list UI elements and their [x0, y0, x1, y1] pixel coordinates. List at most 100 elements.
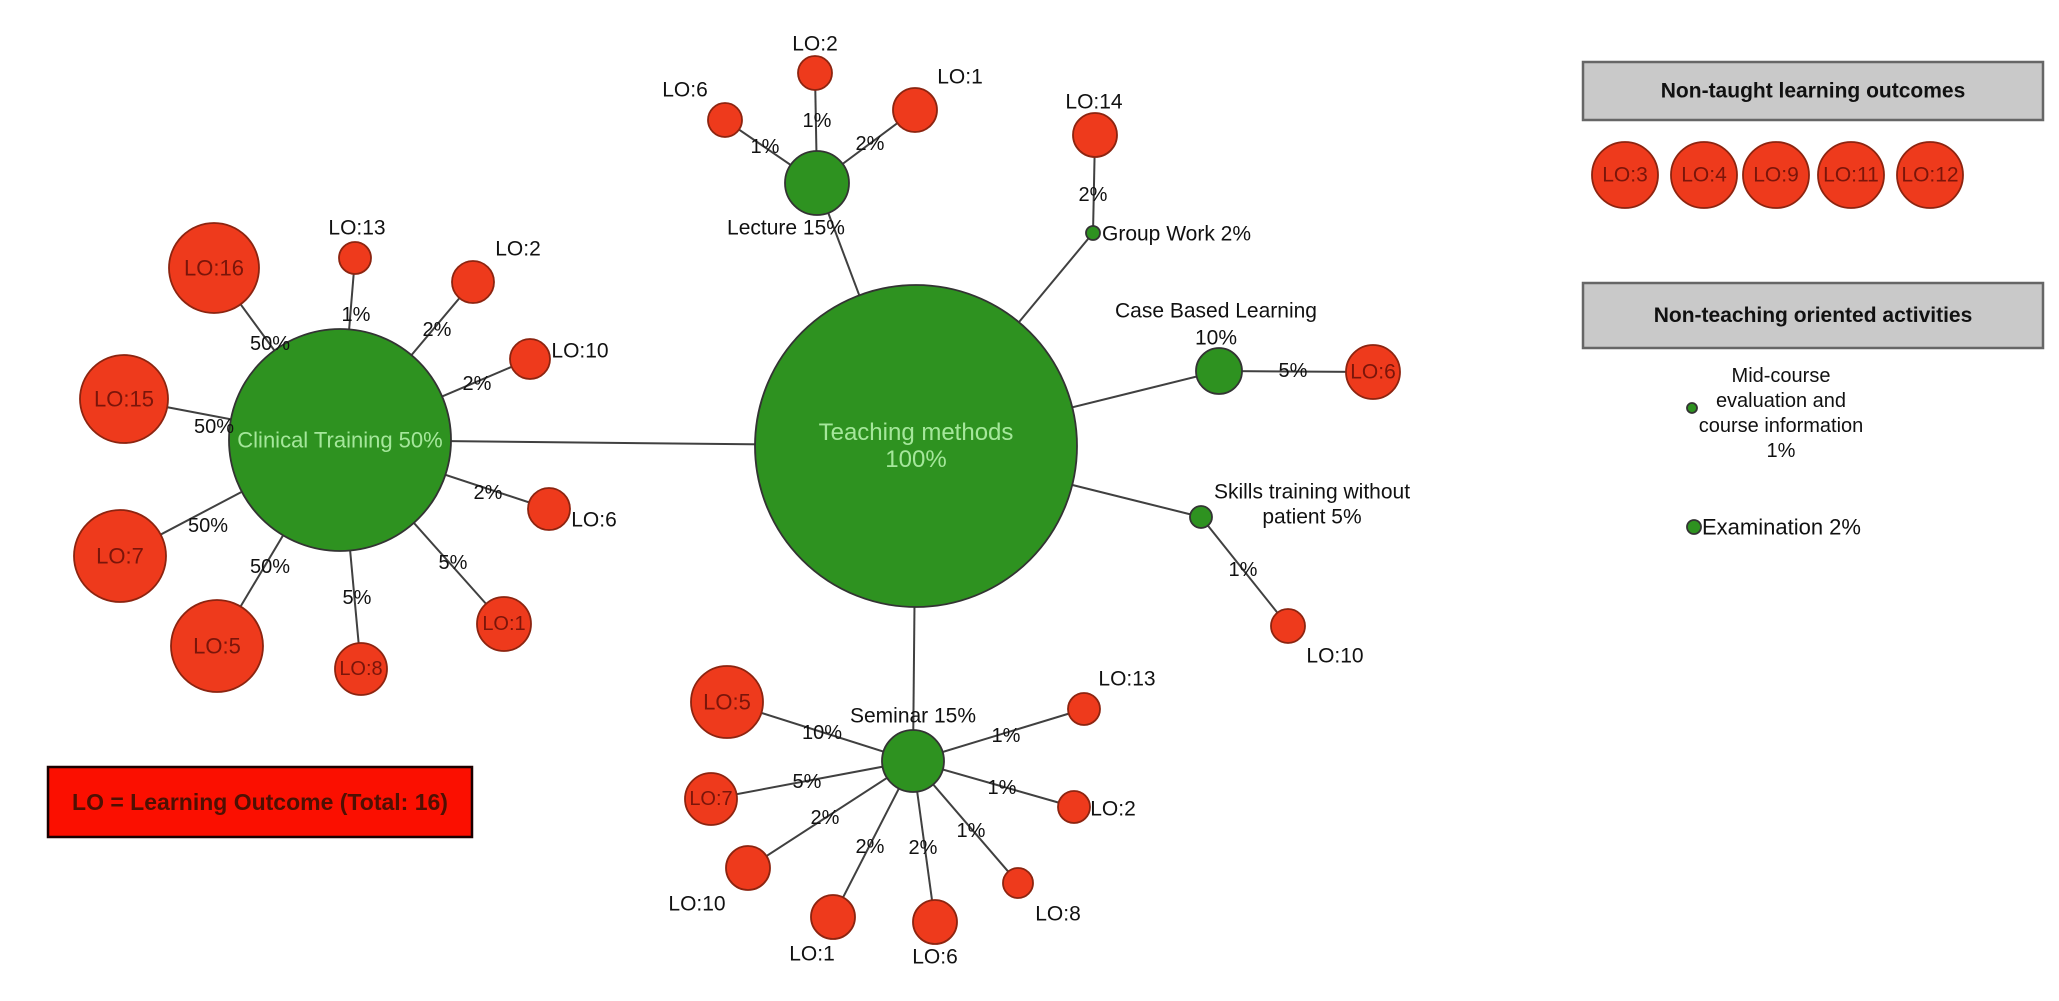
edge-label-sem-s13: 1% [992, 725, 1021, 747]
node-label-g14: LO:14 [1065, 91, 1123, 114]
non-taught-header [1581, 60, 2045, 122]
node-s7 [684, 772, 738, 826]
node-label-c7: LO:7 [96, 544, 144, 569]
node-label-c10: LO:10 [551, 340, 608, 363]
node-sk10 [1270, 608, 1306, 644]
node-s10 [725, 845, 771, 891]
node-label-c5: LO:5 [193, 634, 241, 659]
non-teaching-header [1581, 281, 2045, 350]
node-label-s6: LO:6 [912, 946, 958, 969]
node-s13 [1067, 692, 1101, 726]
node-tm [754, 284, 1078, 608]
node-label-s5: LO:5 [703, 690, 751, 715]
node-label-tm: Teaching methods [819, 419, 1014, 446]
node-c8 [334, 642, 388, 696]
node-label-c15: LO:15 [94, 387, 154, 412]
node-n3 [1591, 141, 1659, 209]
node-mcd [1686, 402, 1698, 414]
node-l6 [707, 102, 743, 138]
node-label-cbl: 10% [1195, 327, 1237, 350]
edge-label-ct-c1: 5% [439, 552, 468, 574]
edge-label-lec-l1: 2% [856, 133, 885, 155]
legend-box-label: LO = Learning Outcome (Total: 16) [72, 789, 448, 815]
legend-box [46, 765, 474, 839]
non-taught-header-label: Non-taught learning outcomes [1661, 80, 1966, 103]
node-ct [228, 328, 452, 552]
node-label-ct: Clinical Training 50% [237, 428, 442, 453]
node-s6 [912, 899, 958, 945]
edge-label-ct-c15: 50% [194, 416, 234, 438]
node-label-l2: LO:2 [792, 33, 838, 56]
examination-label: Examination 2% [1702, 515, 1861, 540]
node-label-s7: LO:7 [689, 788, 732, 810]
node-sem [881, 729, 945, 793]
edge-label-lec-l6: 1% [751, 136, 780, 158]
node-c5 [170, 599, 264, 693]
node-lec [784, 150, 850, 216]
midcourse-label: course information [1699, 415, 1864, 437]
node-label-cb6: LO:6 [1350, 361, 1396, 384]
node-label-c16: LO:16 [184, 256, 244, 281]
edge-label-ct-c6: 2% [474, 482, 503, 504]
node-exd [1686, 519, 1702, 535]
node-c16 [168, 222, 260, 314]
node-label-c8: LO:8 [339, 658, 382, 680]
node-label-c2: LO:2 [495, 238, 541, 261]
node-l1 [892, 87, 938, 133]
node-g14 [1072, 112, 1118, 158]
midcourse-label: Mid-course [1732, 365, 1831, 387]
edge-label-sem-s1: 2% [856, 836, 885, 858]
node-label-c1: LO:1 [482, 613, 525, 635]
node-n4 [1670, 141, 1738, 209]
edge-label-ct-c16: 50% [250, 333, 290, 355]
node-c2 [451, 260, 495, 304]
node-s8 [1002, 867, 1034, 899]
node-label-sem: Seminar 15% [850, 705, 976, 728]
edge-label-sem-s6: 2% [909, 837, 938, 859]
node-l2 [797, 55, 833, 91]
node-label-l6: LO:6 [662, 79, 708, 102]
node-n11 [1817, 141, 1885, 209]
node-label-cbl: Case Based Learning [1115, 300, 1317, 323]
edge-label-ct-c5: 50% [250, 556, 290, 578]
node-label-skl: patient 5% [1262, 506, 1361, 529]
edge-label-cbl-cb6: 5% [1279, 360, 1308, 382]
edge-label-sem-s2: 1% [988, 777, 1017, 799]
node-cbl [1195, 347, 1243, 395]
node-skl [1189, 505, 1213, 529]
node-c13 [338, 241, 372, 275]
edge-label-ct-c2: 2% [423, 319, 452, 341]
edge-label-sem-s5: 10% [802, 722, 842, 744]
node-n12 [1896, 141, 1964, 209]
node-label-lec: Lecture 15% [727, 217, 845, 240]
edge-label-lec-l2: 1% [803, 110, 832, 132]
node-label-c13: LO:13 [328, 217, 385, 240]
edge-label-gw-g14: 2% [1079, 184, 1108, 206]
node-label-s10: LO:10 [668, 893, 725, 916]
node-c15 [79, 354, 169, 444]
node-label-n4: LO:4 [1681, 164, 1727, 187]
node-label-s13: LO:13 [1098, 668, 1155, 691]
node-label-sk10: LO:10 [1306, 645, 1363, 668]
edge-label-ct-c7: 50% [188, 515, 228, 537]
edge-skl-sk10 [1200, 516, 1289, 627]
node-label-l1: LO:1 [937, 66, 983, 89]
node-label-n12: LO:12 [1901, 164, 1958, 187]
node-s5 [690, 665, 764, 739]
node-label-skl: Skills training without [1214, 481, 1410, 504]
node-label-n11: LO:11 [1823, 164, 1879, 187]
midcourse-label: evaluation and [1716, 390, 1846, 412]
node-label-gw: Group Work 2% [1102, 223, 1251, 246]
node-label-s1: LO:1 [789, 943, 835, 966]
edge-label-skl-sk10: 1% [1229, 559, 1258, 581]
node-s2 [1057, 790, 1091, 824]
node-label-c6: LO:6 [571, 509, 617, 532]
node-label-n9: LO:9 [1753, 164, 1799, 187]
edge-label-sem-s10: 2% [811, 807, 840, 829]
edge-sem-s7 [710, 760, 914, 800]
node-cb6 [1345, 344, 1401, 400]
node-c10 [509, 338, 551, 380]
node-label-n3: LO:3 [1602, 164, 1648, 187]
